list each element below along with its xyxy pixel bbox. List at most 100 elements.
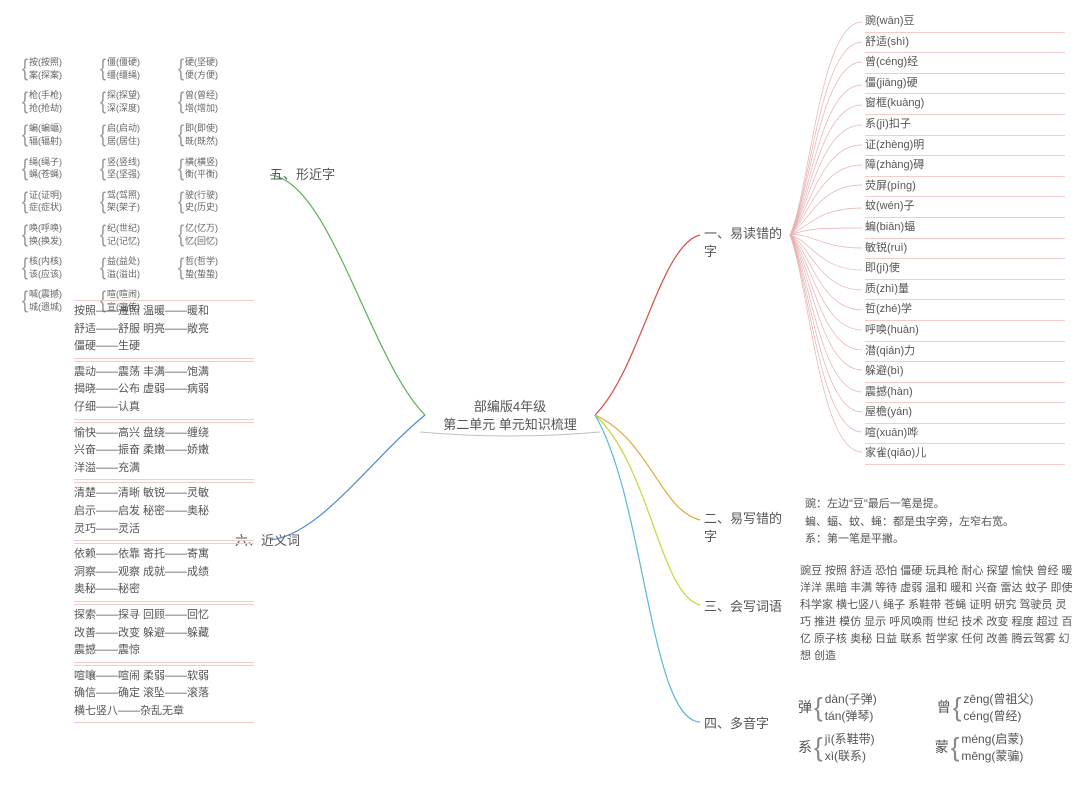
sec1-item: 哲(zhé)学 [865, 300, 1065, 321]
section-6-content: 按照——遵照 温暖——暖和舒适——舒服 明亮——敞亮僵硬——生硬震动——震荡 丰… [74, 300, 254, 725]
brace-icon: { [178, 251, 184, 284]
brace-icon: { [178, 152, 184, 185]
sec6-line: 灵巧——灵活 [74, 521, 254, 539]
sec5-pair: {硬(坚硬)便(方便) [178, 56, 218, 81]
sec1-item: 震撼(hàn) [865, 383, 1065, 404]
brace-icon: { [100, 119, 106, 152]
sec1-item: 质(zhì)量 [865, 280, 1065, 301]
brace-icon: { [100, 152, 106, 185]
poly-1-r1: zēng(曾祖父) [963, 690, 1033, 707]
branch-2-label: 二、易写错的 字 [704, 510, 794, 546]
sec5-pair: {竖(竖线)坚(坚强) [100, 156, 140, 181]
sec6-line: 兴奋——振奋 柔嫩——娇嫩 [74, 442, 254, 460]
branch-4-label: 四、多音字 [704, 715, 769, 733]
sec5-pair: {纪(世纪)记(记忆) [100, 222, 140, 247]
poly-3-r2: mēng(蒙骗) [961, 747, 1023, 764]
poly-2-r2: xì(联系) [825, 747, 875, 764]
brace-icon: { [22, 185, 28, 218]
brace-icon: { [100, 251, 106, 284]
sec5-pair: {喊(震撼)城(遗城) [22, 288, 62, 313]
brace-icon: { [178, 185, 184, 218]
sec6-group: 震动——震荡 丰满——饱满揭晓——公布 虚弱——病弱仔细——认真 [74, 361, 254, 420]
brace-icon: { [178, 218, 184, 251]
brace-icon: { [22, 251, 28, 284]
sec5-pair: {横(横竖)衡(平衡) [178, 156, 218, 181]
brace-icon: { [100, 185, 106, 218]
section-5-col-0: {按(按照)案(探案){枪(手枪)抢(抢劫){蝙(蝙蝠)辐(辐射){绳(绳子)蝇… [22, 56, 62, 322]
sec5-pair: {探(探望)深(深度) [100, 89, 140, 114]
sec1-item: 呼唤(huàn) [865, 321, 1065, 342]
brace-icon: { [22, 52, 28, 85]
poly-2-r1: jì(系鞋带) [825, 730, 875, 747]
sec5-pair: {曾(曾经)增(增加) [178, 89, 218, 114]
sec5-pair: {枪(手枪)抢(抢劫) [22, 89, 62, 114]
sec6-line: 清楚——清晰 敏锐——灵敏 [74, 485, 254, 503]
brace-icon: { [178, 52, 184, 85]
sec6-group: 探索——探寻 回顾——回忆改善——改变 躲避——躲藏震撼——震惊 [74, 604, 254, 663]
sec1-item: 僵(jiāng)硬 [865, 74, 1065, 95]
branch-1-label: 一、易读错的 字 [704, 225, 794, 261]
sec1-item: 屋檐(yán) [865, 403, 1065, 424]
sec5-pair: {唤(呼唤)换(换发) [22, 222, 62, 247]
sec2-item: 系：第一笔是平撇。 [805, 531, 1075, 549]
branch-5-label: 五、形近字 [270, 166, 335, 184]
sec2-item: 蝙、蝠、蚊、蝇：都是虫字旁，左窄右宽。 [805, 514, 1075, 532]
sec1-item: 豌(wān)豆 [865, 12, 1065, 33]
sec6-line: 改善——改变 躲避——躲藏 [74, 625, 254, 643]
brace-icon: { [22, 119, 28, 152]
sec6-line: 横七竖八——杂乱无章 [74, 703, 254, 721]
sec6-line: 洋溢——充满 [74, 460, 254, 478]
brace-icon: { [100, 52, 106, 85]
sec6-line: 震撼——震惊 [74, 642, 254, 660]
brace-icon: { [814, 741, 823, 754]
sec1-item: 家雀(qiǎo)儿 [865, 444, 1065, 465]
sec1-item: 曾(céng)经 [865, 53, 1065, 74]
brace-icon: { [100, 85, 106, 118]
sec5-pair: {哲(哲学)蛰(蛰蛰) [178, 255, 218, 280]
sec6-line: 僵硬——生硬 [74, 338, 254, 356]
sec5-pair: {证(证明)症(症状) [22, 189, 62, 214]
sec5-pair: {核(内核)该(应该) [22, 255, 62, 280]
sec1-item: 证(zhèng)明 [865, 136, 1065, 157]
sec5-pair: {启(启动)居(居住) [100, 122, 140, 147]
sec1-item: 敏锐(ruì) [865, 239, 1065, 260]
sec6-group: 清楚——清晰 敏锐——灵敏启示——启发 秘密——奥秘灵巧——灵活 [74, 482, 254, 541]
section-3-text: 豌豆 按照 舒适 恐怕 僵硬 玩具枪 耐心 探望 愉快 曾经 暖洋洋 黑暗 丰满… [800, 563, 1075, 665]
brace-icon: { [178, 119, 184, 152]
section-4-content: 弹 { dàn(子弹) tán(弹琴) 曾 { zēng(曾祖父) céng(曾… [798, 690, 1033, 764]
sec6-line: 探索——探寻 回顾——回忆 [74, 607, 254, 625]
brace-icon: { [178, 85, 184, 118]
section-1-content: 豌(wān)豆舒适(shì)曾(céng)经僵(jiāng)硬窗框(kuàng)… [865, 12, 1065, 465]
sec5-pair: {绳(绳子)蝇(苍蝇) [22, 156, 62, 181]
section-5-col-1: {僵(僵硬)缰(缰绳) {探(探望)深(深度) {启(启动)居(居住) {竖(竖线)坚… [100, 56, 140, 322]
sec1-item: 即(jí)使 [865, 259, 1065, 280]
sec6-group: 按照——遵照 温暖——暖和舒适——舒服 明亮——敞亮僵硬——生硬 [74, 300, 254, 359]
sec6-line: 舒适——舒服 明亮——敞亮 [74, 321, 254, 339]
sec6-line: 确信——确定 滚坠——滚落 [74, 685, 254, 703]
sec1-item: 舒适(shì) [865, 33, 1065, 54]
sec6-group: 愉快——高兴 盘绕——缠绕兴奋——振奋 柔嫩——娇嫩洋溢——充满 [74, 422, 254, 481]
sec6-line: 仔细——认真 [74, 399, 254, 417]
brace-icon: { [22, 152, 28, 185]
poly-char-1: 曾 [937, 697, 951, 717]
sec5-pair: {按(按照)案(探案) [22, 56, 62, 81]
poly-0-r2: tán(弹琴) [825, 707, 877, 724]
brace-icon: { [814, 701, 823, 714]
sec5-pair: {僵(僵硬)缰(缰绳) [100, 56, 140, 81]
brace-icon: { [100, 218, 106, 251]
sec6-group: 依赖——依靠 寄托——寄寓洞察——观察 成就——成绩奥秘——秘密 [74, 543, 254, 602]
sec6-line: 依赖——依靠 寄托——寄寓 [74, 546, 254, 564]
section-3-content: 豌豆 按照 舒适 恐怕 僵硬 玩具枪 耐心 探望 愉快 曾经 暖洋洋 黑暗 丰满… [800, 563, 1075, 665]
section-5-col-2: {硬(坚硬)便(方便) {曾(曾经)增(增加) {即(即使)既(既然) {横(横竖)衡… [178, 56, 218, 288]
sec5-pair: {即(即使)既(既然) [178, 122, 218, 147]
branch-3-label: 三、会写词语 [704, 598, 782, 616]
sec1-item: 系(jì)扣子 [865, 115, 1065, 136]
sec1-item: 潜(qián)力 [865, 342, 1065, 363]
section-2-content: 豌：左边"豆"最后一笔是提。蝙、蝠、蚊、蝇：都是虫字旁，左窄右宽。系：第一笔是平… [805, 494, 1075, 553]
sec6-group: 喧嚷——喧闹 柔弱——软弱确信——确定 滚坠——滚落横七竖八——杂乱无章 [74, 665, 254, 724]
sec1-item: 躲避(bì) [865, 362, 1065, 383]
brace-icon: { [22, 285, 28, 318]
brace-icon: { [22, 218, 28, 251]
sec1-item: 荧屏(píng) [865, 177, 1065, 198]
sec2-item: 豌：左边"豆"最后一笔是提。 [805, 496, 1075, 514]
